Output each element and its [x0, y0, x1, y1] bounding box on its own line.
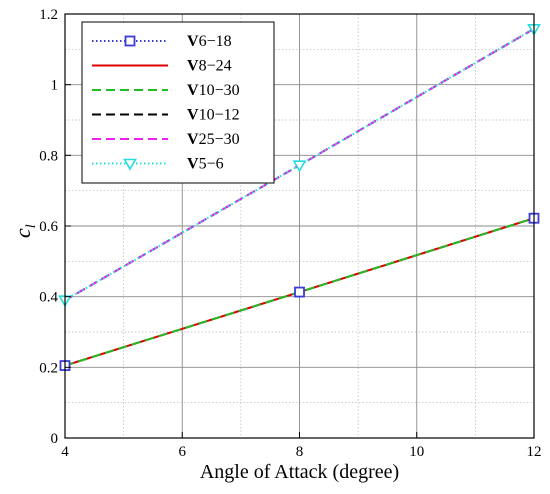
data-point — [292, 160, 307, 173]
y-tick-label: 1 — [51, 78, 59, 94]
data-point — [294, 286, 305, 298]
y-tick-label: 0.6 — [39, 219, 58, 235]
legend-label-prefix: V — [187, 107, 199, 124]
x-tick-label: 10 — [409, 444, 424, 460]
legend-label-suffix: 5−6 — [199, 156, 224, 173]
y-tick-label: 1.2 — [39, 7, 58, 23]
y-axis-label: cl — [10, 224, 39, 238]
legend-label: V25−30 — [187, 131, 240, 148]
y-tick-label: 0 — [51, 431, 59, 447]
legend-box — [81, 21, 275, 184]
legend-label: V10−30 — [187, 82, 240, 99]
y-tick-label: 0.4 — [39, 290, 58, 306]
axis-ticks: 4 6 8 10 12 0 0.2 0.4 0.6 0.8 1 1.2 — [39, 7, 541, 460]
legend-label: V5−6 — [187, 156, 224, 173]
x-tick-label: 6 — [179, 444, 187, 460]
legend-label-suffix: 8−24 — [199, 58, 232, 75]
y-tick-label: 0.8 — [39, 148, 58, 164]
legend-label-suffix: 10−12 — [199, 107, 240, 124]
legend-label: V6−18 — [187, 33, 232, 50]
legend-label-suffix: 25−30 — [199, 131, 240, 148]
legend-label-suffix: 10−30 — [199, 82, 240, 99]
legend-label-prefix: V — [187, 131, 199, 148]
legend-swatch-marker — [124, 35, 136, 47]
x-axis-label: Angle of Attack (degree) — [200, 461, 399, 483]
y-axis-label-sub: l — [24, 224, 39, 228]
legend-swatch-marker — [123, 158, 137, 171]
y-axis-label-main: c — [10, 228, 35, 238]
legend-label-prefix: V — [187, 156, 199, 173]
legend-label-prefix: V — [187, 82, 199, 99]
legend-label: V8−24 — [187, 58, 232, 75]
legend-label: V10−12 — [187, 107, 240, 124]
legend-label-suffix: 6−18 — [199, 33, 232, 50]
legend-label-prefix: V — [187, 58, 199, 75]
y-tick-label: 0.2 — [39, 360, 58, 376]
x-tick-label: 12 — [527, 444, 542, 460]
x-tick-label: 4 — [61, 444, 69, 460]
legend-label-prefix: V — [187, 33, 199, 50]
x-tick-label: 8 — [296, 444, 304, 460]
